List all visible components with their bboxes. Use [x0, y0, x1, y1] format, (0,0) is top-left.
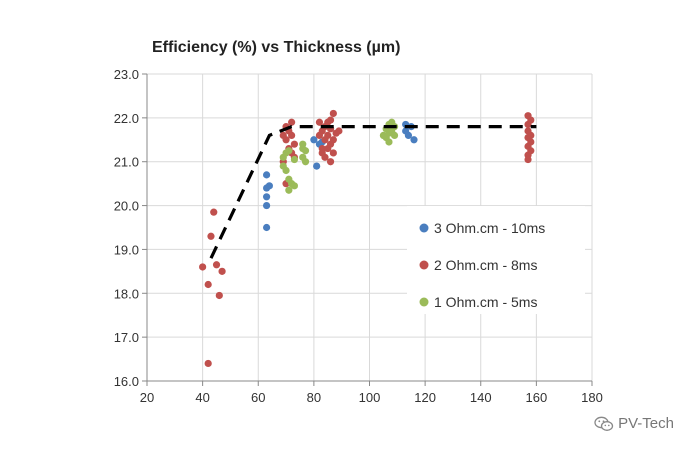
data-point: [318, 149, 326, 157]
data-point: [210, 208, 218, 216]
data-point: [390, 131, 399, 139]
data-point: [262, 223, 271, 232]
data-point: [262, 171, 271, 179]
data-point: [265, 182, 273, 190]
data-point: [313, 162, 321, 170]
y-tick-label: 23.0: [114, 67, 139, 82]
chart-title: Efficiency (%) vs Thickness (µm): [152, 39, 400, 56]
y-tick-label: 17.0: [114, 330, 139, 345]
data-point: [329, 136, 337, 144]
data-point: [282, 166, 290, 175]
data-point: [290, 155, 299, 164]
data-point: [301, 147, 310, 155]
data-point: [310, 136, 318, 144]
data-point: [204, 280, 212, 289]
x-tick-label: 100: [359, 390, 381, 405]
data-point: [527, 138, 535, 146]
data-point: [212, 261, 221, 269]
x-tick-label: 20: [140, 390, 154, 405]
data-point: [262, 193, 271, 201]
data-point: [204, 359, 212, 368]
data-point: [290, 140, 299, 148]
legend-marker: [419, 260, 429, 270]
x-tick-label: 120: [414, 390, 436, 405]
data-point: [207, 232, 215, 240]
y-tick-label: 22.0: [114, 111, 139, 126]
data-point: [404, 131, 413, 139]
legend-label: 3 Ohm.cm - 10ms: [434, 220, 545, 236]
y-tick-label: 21.0: [114, 155, 139, 170]
data-point: [385, 138, 393, 146]
data-point: [329, 109, 337, 118]
data-point: [527, 131, 535, 139]
y-tick-label: 16.0: [114, 374, 139, 389]
y-tick-label: 18.0: [114, 286, 139, 301]
data-point: [301, 158, 310, 166]
x-tick-label: 160: [526, 390, 548, 405]
x-tick-label: 140: [470, 390, 492, 405]
data-point: [288, 131, 296, 139]
data-point: [288, 118, 296, 126]
data-point: [285, 186, 293, 194]
x-tick-label: 80: [307, 390, 321, 405]
watermark: PV-Tech: [594, 415, 674, 432]
data-point: [326, 158, 335, 166]
legend-marker: [419, 297, 429, 307]
y-tick-label: 19.0: [114, 242, 139, 257]
data-point: [262, 201, 271, 210]
x-tick-label: 40: [195, 390, 209, 405]
data-point: [527, 116, 535, 124]
x-tick-label: 60: [251, 390, 265, 405]
data-point: [282, 136, 290, 144]
watermark-text: PV-Tech: [618, 415, 674, 432]
legend-marker: [419, 223, 429, 233]
data-point: [218, 267, 226, 275]
trend-line: [209, 125, 537, 259]
legend: 3 Ohm.cm - 10ms 2 Ohm.cm - 8ms 1 Ohm.cm - …: [407, 206, 585, 314]
legend-box: [407, 206, 585, 314]
data-point: [199, 263, 207, 271]
data-point: [524, 151, 532, 159]
data-point: [285, 147, 293, 155]
data-point: [315, 118, 324, 126]
x-axis-ticks: 20 40 60 80 100 120 140 160 180: [140, 390, 603, 405]
legend-label: 1 Ohm.cm - 5ms: [434, 294, 537, 310]
data-point: [326, 116, 335, 124]
data-point: [299, 140, 307, 148]
data-point: [335, 127, 343, 135]
x-tick-label: 180: [581, 390, 603, 405]
data-point: [324, 131, 332, 139]
y-axis-ticks: 16.0 17.0 18.0 19.0 20.0 21.0 22.0 23.0: [114, 67, 139, 389]
y-tick-label: 20.0: [114, 199, 139, 214]
data-point: [329, 149, 337, 157]
legend-label: 2 Ohm.cm - 8ms: [434, 257, 537, 273]
wechat-icon: [594, 416, 614, 431]
axes: [142, 73, 593, 386]
data-point: [410, 136, 418, 144]
data-point: [290, 182, 299, 190]
data-point: [215, 291, 223, 300]
